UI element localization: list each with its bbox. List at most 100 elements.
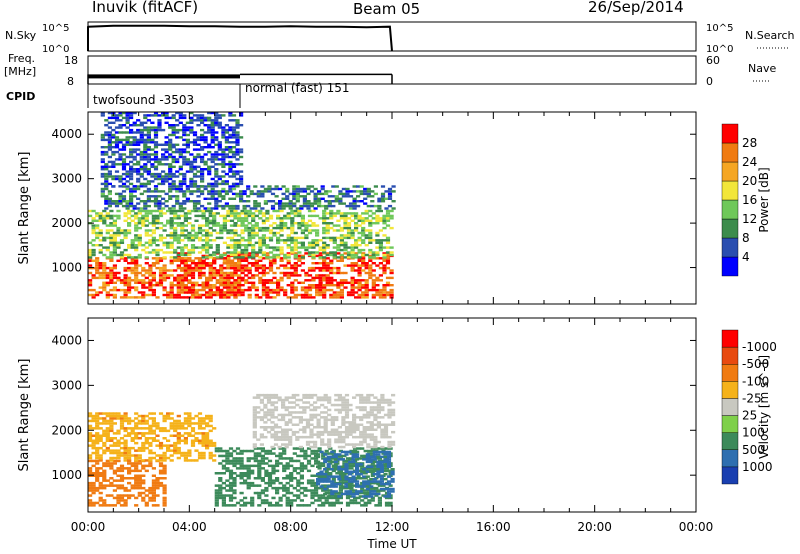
power-data-cell: [288, 192, 293, 196]
power-data-cell: [293, 296, 298, 299]
velocity-data-cell: [109, 456, 114, 460]
power-data-cell: [290, 281, 295, 284]
power-data-cell: [121, 158, 127, 161]
power-data-cell: [368, 248, 373, 252]
power-data-cell: [200, 168, 205, 171]
velocity-data-cell: [151, 412, 156, 415]
power-data-cell: [336, 266, 341, 270]
velocity-data-cell: [134, 441, 139, 445]
power-data-cell: [244, 217, 249, 220]
power-data-cell: [169, 246, 174, 249]
velocity-data-cell: [221, 481, 226, 485]
power-data-cell: [373, 192, 378, 196]
power-data-cell: [146, 119, 151, 122]
power-data-cell: [171, 150, 176, 154]
velocity-data-cell: [326, 468, 331, 471]
power-data-cell: [300, 254, 305, 258]
power-data-cell: [304, 274, 309, 277]
power-data-cell: [341, 202, 346, 205]
power-data-cell: [155, 266, 160, 270]
power-data-cell: [175, 195, 180, 198]
velocity-data-cell: [352, 430, 357, 434]
velocity-data-cell: [252, 396, 257, 399]
power-data-cell: [346, 291, 352, 294]
power-data-cell: [240, 271, 245, 275]
velocity-data-cell: [239, 481, 244, 485]
power-data-cell: [311, 251, 316, 254]
power-data-cell: [164, 143, 169, 146]
power-data-cell: [318, 276, 323, 280]
power-data-cell: [189, 131, 194, 134]
power-data-cell: [219, 284, 224, 287]
velocity-data-cell: [148, 462, 153, 465]
power-data-cell: [265, 286, 270, 289]
velocity-data-cell: [298, 416, 303, 419]
velocity-data-cell: [208, 417, 213, 420]
velocity-data-cell: [123, 439, 128, 442]
velocity-data-cell: [302, 396, 307, 399]
power-data-cell: [183, 262, 188, 265]
power-data-cell: [201, 229, 206, 232]
velocity-data-cell: [388, 504, 393, 507]
velocity-data-cell: [123, 414, 128, 418]
velocity-data-cell: [119, 484, 125, 487]
power-data-cell: [144, 276, 149, 280]
velocity-data-cell: [306, 462, 312, 465]
velocity-data-cell: [116, 441, 121, 445]
power-data-cell: [185, 141, 190, 144]
power-data-cell: [279, 286, 284, 289]
power-data-cell: [102, 239, 107, 242]
power-data-cell: [304, 224, 309, 227]
velocity-data-cell: [320, 443, 325, 446]
power-data-cell: [183, 259, 188, 262]
power-data-cell: [161, 177, 166, 181]
station-title: Inuvik (fitACF): [92, 0, 199, 16]
velocity-data-cell: [105, 434, 110, 437]
velocity-data-cell: [256, 438, 261, 441]
velocity-data-cell: [299, 499, 304, 502]
power-data-cell: [185, 185, 190, 188]
velocity-data-cell: [263, 393, 268, 397]
power-data-cell: [244, 254, 249, 258]
power-data-cell: [300, 214, 305, 218]
velocity-data-cell: [137, 481, 142, 485]
power-data-cell: [317, 190, 322, 193]
power-data-cell: [247, 236, 252, 240]
velocity-data-cell: [263, 413, 268, 417]
power-data-cell: [336, 248, 341, 252]
power-data-cell: [286, 296, 291, 299]
power-data-cell: [322, 262, 327, 265]
power-data-cell: [285, 197, 290, 200]
power-data-cell: [139, 192, 144, 196]
power-data-cell: [228, 126, 233, 129]
power-data-cell: [364, 296, 369, 299]
velocity-data-cell: [109, 424, 114, 428]
power-data-cell: [208, 226, 213, 230]
velocity-data-cell: [102, 474, 107, 477]
power-data-cell: [231, 175, 237, 178]
velocity-data-cell: [292, 452, 297, 455]
power-data-cell: [272, 262, 277, 265]
power-data-cell: [176, 236, 181, 240]
power-data-cell: [371, 293, 376, 297]
velocity-data-cell: [91, 489, 96, 492]
velocity-data-cell: [323, 468, 328, 471]
velocity-data-cell: [105, 484, 110, 487]
power-data-cell: [311, 284, 316, 287]
velocity-data-cell: [284, 430, 289, 434]
velocity-data-cell: [387, 440, 392, 444]
velocity-data-cell: [232, 477, 237, 480]
power-data-cell: [332, 253, 337, 257]
power-data-cell: [144, 281, 149, 284]
power-data-cell: [368, 288, 373, 292]
velocity-data-cell: [214, 489, 219, 492]
power-data-cell: [183, 271, 188, 275]
power-data-cell: [368, 254, 373, 258]
velocity-data-cell: [299, 467, 304, 470]
power-data-cell: [104, 124, 109, 127]
power-data-cell: [207, 202, 212, 205]
velocity-data-cell: [221, 467, 226, 470]
power-data-cell: [229, 229, 235, 232]
power-data-cell: [389, 269, 394, 272]
velocity-data-cell: [284, 421, 289, 424]
